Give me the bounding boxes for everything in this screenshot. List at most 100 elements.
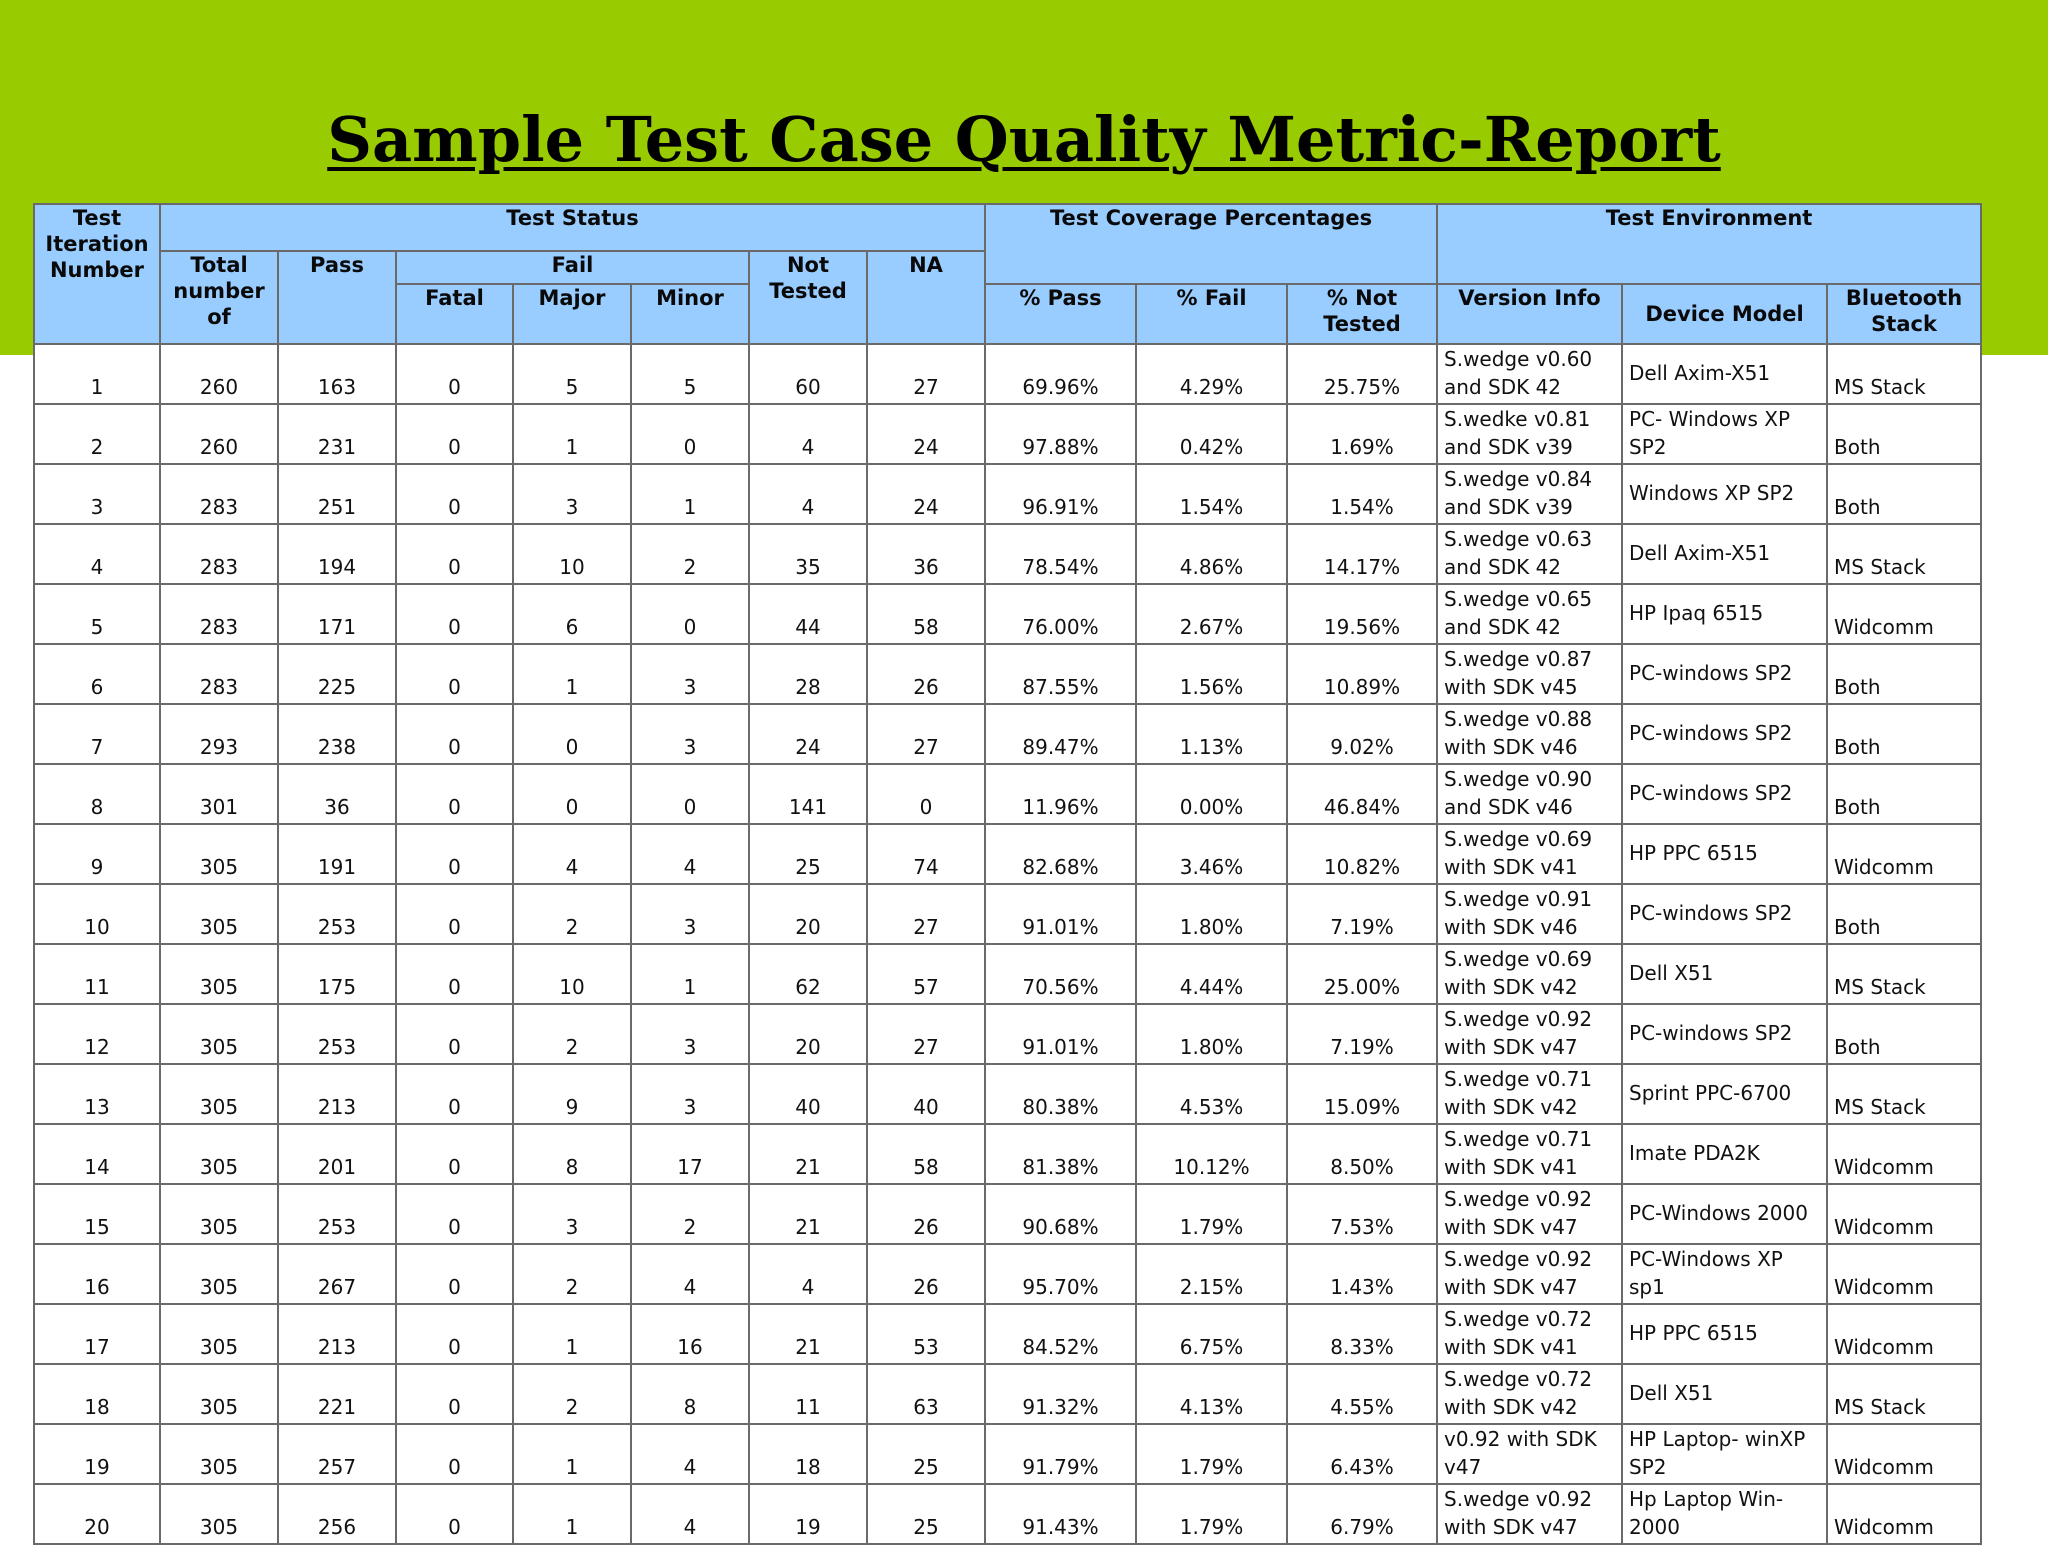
cell-minor: 2 xyxy=(630,523,750,585)
cell-minor: 4 xyxy=(630,823,750,885)
cell-pct-pass: 97.88% xyxy=(984,403,1138,465)
table-row: 2 260 231 0 1 0 4 24 97.88% 0.42% 1.69% S.wedke v0.… xyxy=(33,403,1983,465)
cell-device-model: PC-windows SP2 xyxy=(1621,1003,1829,1065)
cell-device-model: HP Ipaq 6515 xyxy=(1621,583,1829,645)
cell-total: 305 xyxy=(159,1363,279,1425)
cell-minor: 4 xyxy=(630,1423,750,1485)
cell-fatal: 0 xyxy=(395,1423,514,1485)
cell-major: 0 xyxy=(512,763,632,825)
cell-version-info: S.wedge v0.90 and SDK v46 xyxy=(1436,763,1624,825)
cell-minor: 3 xyxy=(630,643,750,705)
cell-total: 305 xyxy=(159,1423,279,1485)
cell-na: 0 xyxy=(865,763,987,825)
cell-total: 305 xyxy=(159,823,279,885)
cell-bluetooth-stack: Both xyxy=(1826,1003,1983,1065)
cell-total: 305 xyxy=(159,1183,279,1245)
cell-iteration: 6 xyxy=(33,643,161,705)
cell-na: 27 xyxy=(865,883,987,945)
cell-version-info: S.wedge v0.72 with SDK v42 xyxy=(1436,1363,1624,1425)
cell-iteration: 18 xyxy=(33,1363,161,1425)
cell-major: 10 xyxy=(512,523,632,585)
table-row: 15 305 253 0 3 2 21 26 90.68% 1.79% 7.53% S.wedge v… xyxy=(33,1183,1983,1245)
cell-device-model: Dell X51 xyxy=(1621,943,1829,1005)
cell-pct-fail: 2.67% xyxy=(1135,583,1289,645)
cell-bluetooth-stack: Both xyxy=(1826,703,1983,765)
cell-not-tested: 4 xyxy=(748,463,868,525)
cell-device-model: PC-Windows 2000 xyxy=(1621,1183,1829,1245)
cell-na: 24 xyxy=(865,403,987,465)
header-test-environment: Test Environment xyxy=(1436,203,1983,285)
cell-fatal: 0 xyxy=(395,643,514,705)
table-row: 10 305 253 0 2 3 20 27 91.01% 1.80% 7.19% S.wedge v… xyxy=(33,883,1983,945)
cell-major: 5 xyxy=(512,343,632,405)
cell-version-info: S.wedge v0.92 with SDK v47 xyxy=(1436,1003,1624,1065)
cell-iteration: 14 xyxy=(33,1123,161,1185)
cell-fatal: 0 xyxy=(395,883,514,945)
cell-major: 9 xyxy=(512,1063,632,1125)
cell-version-info: S.wedge v0.71 with SDK v42 xyxy=(1436,1063,1624,1125)
cell-pct-fail: 4.86% xyxy=(1135,523,1289,585)
table-row: 11 305 175 0 10 1 62 57 70.56% 4.44% 25.00% S.wedge… xyxy=(33,943,1983,1005)
cell-minor: 3 xyxy=(630,1003,750,1065)
cell-major: 1 xyxy=(512,1483,632,1545)
cell-pct-fail: 1.80% xyxy=(1135,1003,1289,1065)
header-pct-not-tested: % Not Tested xyxy=(1286,283,1439,345)
cell-pass: 253 xyxy=(277,1003,397,1065)
cell-minor: 1 xyxy=(630,463,750,525)
cell-na: 25 xyxy=(865,1423,987,1485)
cell-fatal: 0 xyxy=(395,523,514,585)
cell-pass: 213 xyxy=(277,1063,397,1125)
cell-pct-fail: 4.53% xyxy=(1135,1063,1289,1125)
cell-not-tested: 35 xyxy=(748,523,868,585)
cell-iteration: 4 xyxy=(33,523,161,585)
cell-pass: 191 xyxy=(277,823,397,885)
cell-total: 301 xyxy=(159,763,279,825)
cell-pct-not-tested: 9.02% xyxy=(1286,703,1439,765)
header-test-status: Test Status xyxy=(158,203,987,252)
cell-minor: 16 xyxy=(630,1303,750,1365)
cell-not-tested: 4 xyxy=(748,1243,868,1305)
cell-pct-pass: 80.38% xyxy=(984,1063,1138,1125)
table-row: 20 305 256 0 1 4 19 25 91.43% 1.79% 6.79% S.wedge v… xyxy=(33,1483,1983,1545)
table-row: 3 283 251 0 3 1 4 24 96.91% 1.54% 1.54% S.wedge v0.… xyxy=(33,463,1983,525)
cell-pct-fail: 4.13% xyxy=(1135,1363,1289,1425)
cell-total: 305 xyxy=(159,1483,279,1545)
cell-device-model: HP Laptop- winXP SP2 xyxy=(1621,1423,1829,1485)
cell-version-info: S.wedke v0.81 and SDK v39 xyxy=(1436,403,1624,465)
cell-na: 40 xyxy=(865,1063,987,1125)
cell-total: 283 xyxy=(159,583,279,645)
cell-total: 283 xyxy=(159,463,279,525)
cell-version-info: S.wedge v0.60 and SDK 42 xyxy=(1436,343,1624,405)
cell-bluetooth-stack: MS Stack xyxy=(1826,523,1983,585)
header-fail: Fail xyxy=(395,250,750,285)
cell-pct-fail: 1.80% xyxy=(1135,883,1289,945)
cell-version-info: S.wedge v0.91 with SDK v46 xyxy=(1436,883,1624,945)
cell-pct-fail: 6.75% xyxy=(1135,1303,1289,1365)
cell-not-tested: 18 xyxy=(748,1423,868,1485)
cell-pass: 225 xyxy=(277,643,397,705)
table-row: 19 305 257 0 1 4 18 25 91.79% 1.79% 6.43% v0.92 wit… xyxy=(33,1423,1983,1485)
cell-pass: 253 xyxy=(277,883,397,945)
cell-not-tested: 4 xyxy=(748,403,868,465)
cell-minor: 5 xyxy=(630,343,750,405)
cell-pct-fail: 1.79% xyxy=(1135,1423,1289,1485)
cell-pass: 267 xyxy=(277,1243,397,1305)
table-row: 16 305 267 0 2 4 4 26 95.70% 2.15% 1.43% S.wedge v0… xyxy=(33,1243,1983,1305)
cell-na: 27 xyxy=(865,1003,987,1065)
cell-total: 305 xyxy=(159,943,279,1005)
table-row: 17 305 213 0 1 16 21 53 84.52% 6.75% 8.33% S.wedge … xyxy=(33,1303,1983,1365)
cell-pct-pass: 91.01% xyxy=(984,1003,1138,1065)
cell-iteration: 2 xyxy=(33,403,161,465)
cell-pass: 221 xyxy=(277,1363,397,1425)
cell-pct-fail: 1.56% xyxy=(1135,643,1289,705)
cell-pct-not-tested: 4.55% xyxy=(1286,1363,1439,1425)
cell-bluetooth-stack: MS Stack xyxy=(1826,1063,1983,1125)
cell-fatal: 0 xyxy=(395,463,514,525)
cell-pct-fail: 3.46% xyxy=(1135,823,1289,885)
cell-bluetooth-stack: Widcomm xyxy=(1826,1123,1983,1185)
cell-na: 26 xyxy=(865,1243,987,1305)
cell-device-model: Dell Axim-X51 xyxy=(1621,523,1829,585)
cell-bluetooth-stack: MS Stack xyxy=(1826,1363,1983,1425)
cell-version-info: S.wedge v0.69 with SDK v41 xyxy=(1436,823,1624,885)
cell-total: 283 xyxy=(159,643,279,705)
